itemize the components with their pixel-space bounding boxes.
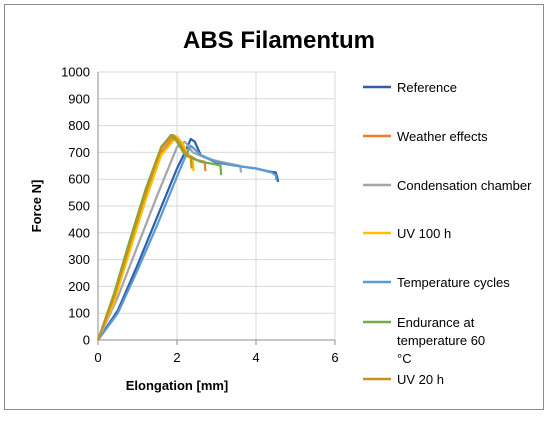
chart-title: ABS Filamentum — [183, 27, 375, 54]
y-tick-label: 900 — [68, 91, 90, 106]
y-tick-label: 100 — [68, 306, 90, 321]
axes: 0 100 200 300 400 500 600 700 800 900 1000 0 2 4 6 — [61, 65, 339, 366]
y-tick-label: 1000 — [61, 65, 90, 80]
series-line-5 — [97, 144, 278, 341]
x-tick-label: 6 — [331, 350, 338, 365]
legend-label: Endurance at temperature 60 °C — [397, 315, 485, 366]
legend-entry-2: Weather effects — [363, 129, 488, 144]
legend-entry-6: Endurance at temperature 60 °C — [363, 315, 485, 366]
x-tick-label: 2 — [173, 350, 180, 365]
chart-svg: ABS Filamentum 0 100 200 300 400 500 600 700 800… — [29, 27, 532, 393]
y-tick-label: 800 — [68, 118, 90, 133]
y-axis-label: Force N] — [29, 180, 44, 233]
legend-label: Condensation chamber — [397, 178, 532, 193]
legend-entry-5: Temperature cycles — [363, 275, 510, 290]
y-tick-label: 0 — [83, 333, 90, 348]
legend-entry-3: Condensation chamber — [363, 178, 532, 193]
y-tick-label: 200 — [68, 279, 90, 294]
legend-entry-1: Reference — [363, 80, 457, 95]
y-tick-label: 600 — [68, 172, 90, 187]
series-line-7 — [96, 133, 193, 341]
chart-frame: ABS Filamentum 0 100 200 300 400 500 600 700 800… — [4, 4, 544, 410]
legend-label: Weather effects — [397, 129, 488, 144]
legend-label: UV 100 h — [397, 226, 451, 241]
legend-entry-4: UV 100 h — [363, 226, 451, 241]
legend: Reference Weather effects Condensation cha… — [363, 80, 532, 387]
x-tick-label: 0 — [94, 350, 101, 365]
legend-entry-7: UV 20 h — [363, 372, 444, 387]
x-tick-label: 4 — [252, 350, 259, 365]
legend-label: Reference — [397, 80, 457, 95]
y-tick-label: 500 — [68, 199, 90, 214]
y-tick-label: 700 — [68, 145, 90, 160]
series-line-6 — [96, 133, 223, 341]
y-tick-label: 400 — [68, 225, 90, 240]
y-tick-label: 300 — [68, 252, 90, 267]
series-line-1 — [97, 137, 280, 341]
legend-label: UV 20 h — [397, 372, 444, 387]
grid — [97, 71, 336, 341]
x-axis-label: Elongation [mm] — [126, 378, 229, 393]
series-lines — [96, 133, 280, 341]
legend-label: Temperature cycles — [397, 275, 510, 290]
